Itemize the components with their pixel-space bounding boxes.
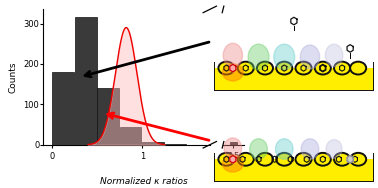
Polygon shape — [230, 64, 236, 72]
Ellipse shape — [238, 153, 254, 166]
Ellipse shape — [334, 62, 350, 74]
Bar — [143, 142, 164, 145]
Ellipse shape — [257, 153, 273, 166]
Ellipse shape — [274, 44, 295, 70]
Ellipse shape — [218, 153, 234, 166]
Ellipse shape — [296, 62, 311, 74]
Ellipse shape — [315, 153, 331, 166]
Bar — [214, 159, 374, 182]
Bar — [230, 142, 237, 145]
Ellipse shape — [222, 155, 243, 172]
Bar — [53, 72, 74, 145]
Ellipse shape — [301, 139, 319, 159]
Ellipse shape — [276, 153, 292, 166]
Polygon shape — [347, 155, 353, 163]
Text: Normalized κ ratios: Normalized κ ratios — [100, 177, 187, 186]
Ellipse shape — [300, 45, 319, 69]
Ellipse shape — [296, 153, 311, 166]
Bar — [120, 127, 141, 145]
Bar — [165, 144, 186, 145]
Ellipse shape — [248, 44, 269, 70]
Bar — [75, 17, 96, 145]
Ellipse shape — [257, 62, 273, 74]
Ellipse shape — [325, 44, 343, 66]
Bar — [98, 88, 119, 145]
Ellipse shape — [350, 62, 366, 74]
Ellipse shape — [334, 153, 350, 166]
Ellipse shape — [222, 64, 243, 81]
Y-axis label: Counts: Counts — [9, 61, 18, 93]
Bar — [214, 68, 374, 91]
Ellipse shape — [250, 139, 267, 159]
Ellipse shape — [223, 43, 243, 67]
Ellipse shape — [350, 153, 366, 166]
Ellipse shape — [326, 139, 342, 158]
Ellipse shape — [224, 138, 242, 158]
Ellipse shape — [218, 62, 234, 74]
Ellipse shape — [315, 62, 331, 74]
Ellipse shape — [276, 62, 292, 74]
Polygon shape — [230, 155, 236, 163]
Ellipse shape — [238, 62, 254, 74]
Ellipse shape — [276, 139, 293, 159]
